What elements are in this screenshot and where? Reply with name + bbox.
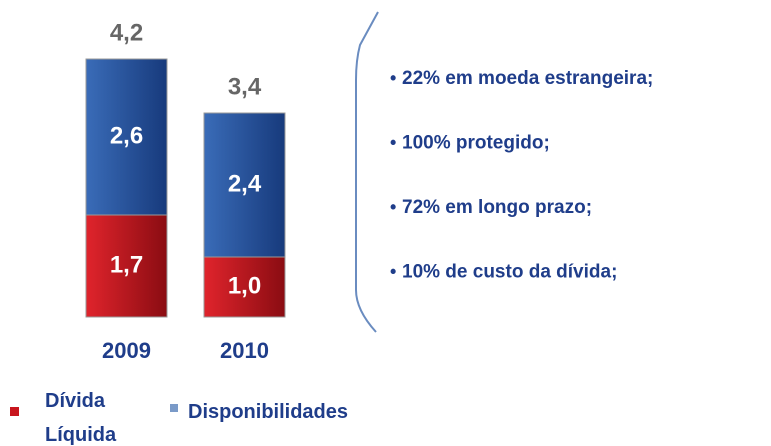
bullet-dot: • [390, 132, 396, 152]
total-label: 4,2 [110, 19, 143, 46]
value-label: 1,7 [110, 251, 143, 278]
bullet-text: 10% de custo da dívida; [402, 262, 617, 283]
legend-swatch [10, 407, 19, 416]
value-label: 2,6 [110, 122, 143, 149]
bullet-text: 100% protegido; [402, 133, 550, 154]
legend-swatch [170, 404, 178, 412]
legend-label: Dívida Líquida [45, 390, 117, 446]
x-tick-label: 2010 [220, 338, 269, 363]
bullet-text: 72% em longo prazo; [402, 197, 592, 218]
bracket [355, 11, 379, 333]
bar-segment [203, 112, 286, 258]
bar-segment [85, 214, 168, 318]
bar-segment [85, 58, 168, 216]
total-label: 3,4 [228, 73, 262, 100]
value-label: 2,4 [228, 170, 262, 197]
bullet-dot: • [390, 261, 396, 281]
value-label: 1,0 [228, 272, 261, 299]
legend-label: Disponibilidades [188, 401, 349, 423]
bullet-dot: • [390, 68, 396, 88]
bullet-dot: • [390, 197, 396, 217]
bullet-text: 22% em moeda estrangeira; [402, 68, 653, 89]
x-tick-label: 2009 [102, 338, 151, 363]
